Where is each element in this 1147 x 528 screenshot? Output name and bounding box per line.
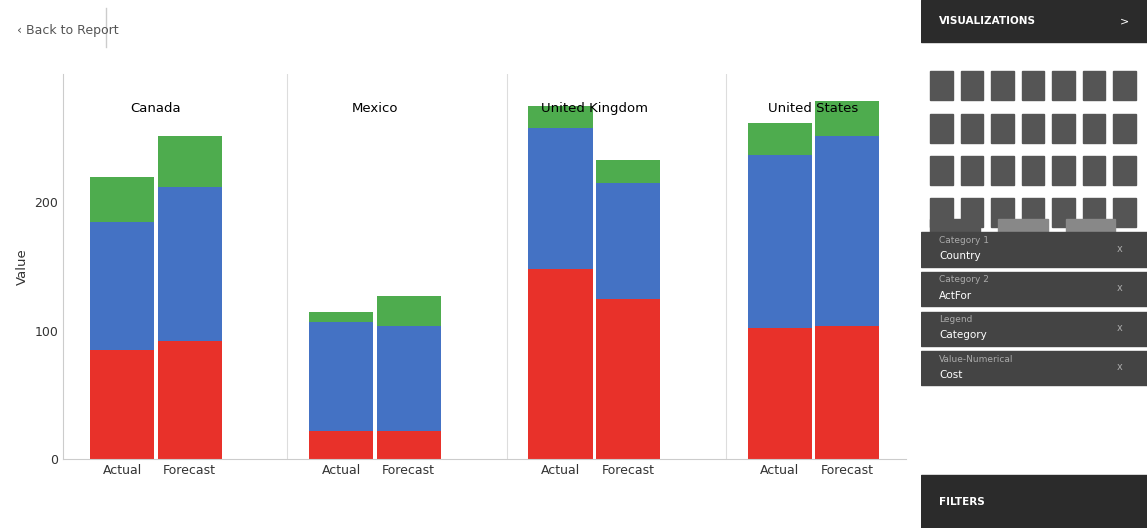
Bar: [930, 156, 953, 185]
Bar: [1022, 198, 1044, 227]
Bar: [1022, 71, 1044, 100]
Bar: [596, 160, 660, 183]
Text: Category 2: Category 2: [939, 275, 989, 285]
Text: Value-Numerical: Value-Numerical: [939, 354, 1014, 364]
Text: Canada: Canada: [131, 102, 181, 115]
Bar: [998, 219, 1047, 243]
Bar: [816, 101, 879, 136]
Bar: [930, 219, 980, 243]
Text: Country: Country: [939, 251, 981, 261]
Bar: [1052, 71, 1075, 100]
Text: x: x: [1117, 244, 1123, 254]
Text: >: >: [1119, 16, 1129, 26]
Bar: [310, 431, 373, 459]
Bar: [991, 198, 1014, 227]
Bar: [921, 312, 1147, 346]
Text: x: x: [1117, 363, 1123, 372]
Bar: [310, 322, 373, 431]
Text: United States: United States: [768, 102, 858, 115]
Text: x: x: [1117, 323, 1123, 333]
Bar: [930, 114, 953, 143]
Bar: [1052, 198, 1075, 227]
Text: Legend: Legend: [939, 315, 973, 324]
Bar: [921, 475, 1147, 528]
Bar: [991, 156, 1014, 185]
Bar: [1083, 114, 1106, 143]
Bar: [1113, 114, 1136, 143]
Bar: [91, 350, 154, 459]
Text: Category 1: Category 1: [939, 235, 989, 245]
Bar: [1066, 219, 1115, 243]
Text: ‹ Back to Report: ‹ Back to Report: [16, 24, 118, 37]
Bar: [921, 0, 1147, 42]
Bar: [960, 114, 983, 143]
Bar: [921, 351, 1147, 385]
Text: Mexico: Mexico: [352, 102, 398, 115]
Bar: [310, 312, 373, 322]
Bar: [1052, 156, 1075, 185]
Bar: [1083, 71, 1106, 100]
Text: ActFor: ActFor: [939, 291, 973, 300]
Bar: [596, 299, 660, 459]
Bar: [1083, 156, 1106, 185]
Bar: [1052, 114, 1075, 143]
Bar: [596, 183, 660, 299]
Bar: [1022, 156, 1044, 185]
Bar: [816, 326, 879, 459]
Bar: [157, 341, 221, 459]
Bar: [960, 71, 983, 100]
Bar: [816, 136, 879, 326]
Text: Cost: Cost: [939, 370, 962, 380]
Bar: [748, 328, 812, 459]
Bar: [376, 431, 440, 459]
Bar: [1083, 198, 1106, 227]
Text: FILTERS: FILTERS: [939, 497, 985, 506]
Y-axis label: Value: Value: [16, 248, 29, 285]
Bar: [529, 128, 593, 269]
Bar: [529, 106, 593, 128]
Text: x: x: [1117, 284, 1123, 293]
Text: VISUALIZATIONS: VISUALIZATIONS: [939, 16, 1036, 26]
Bar: [930, 198, 953, 227]
Bar: [960, 198, 983, 227]
Bar: [376, 296, 440, 326]
Bar: [748, 155, 812, 328]
Bar: [921, 272, 1147, 306]
Bar: [991, 114, 1014, 143]
Bar: [1113, 198, 1136, 227]
Bar: [960, 156, 983, 185]
Bar: [748, 122, 812, 155]
Bar: [1022, 114, 1044, 143]
Text: Category: Category: [939, 331, 986, 340]
Text: United Kingdom: United Kingdom: [540, 102, 648, 115]
Bar: [91, 222, 154, 350]
Bar: [1113, 156, 1136, 185]
Legend: Marketing Cost, Materials Cost, Misc Cost: Marketing Cost, Materials Cost, Misc Cos…: [311, 527, 658, 528]
Bar: [91, 177, 154, 222]
Bar: [1113, 71, 1136, 100]
Bar: [157, 136, 221, 187]
Bar: [529, 269, 593, 459]
Bar: [930, 71, 953, 100]
Bar: [157, 187, 221, 341]
Bar: [921, 232, 1147, 267]
Bar: [376, 326, 440, 431]
Bar: [991, 71, 1014, 100]
